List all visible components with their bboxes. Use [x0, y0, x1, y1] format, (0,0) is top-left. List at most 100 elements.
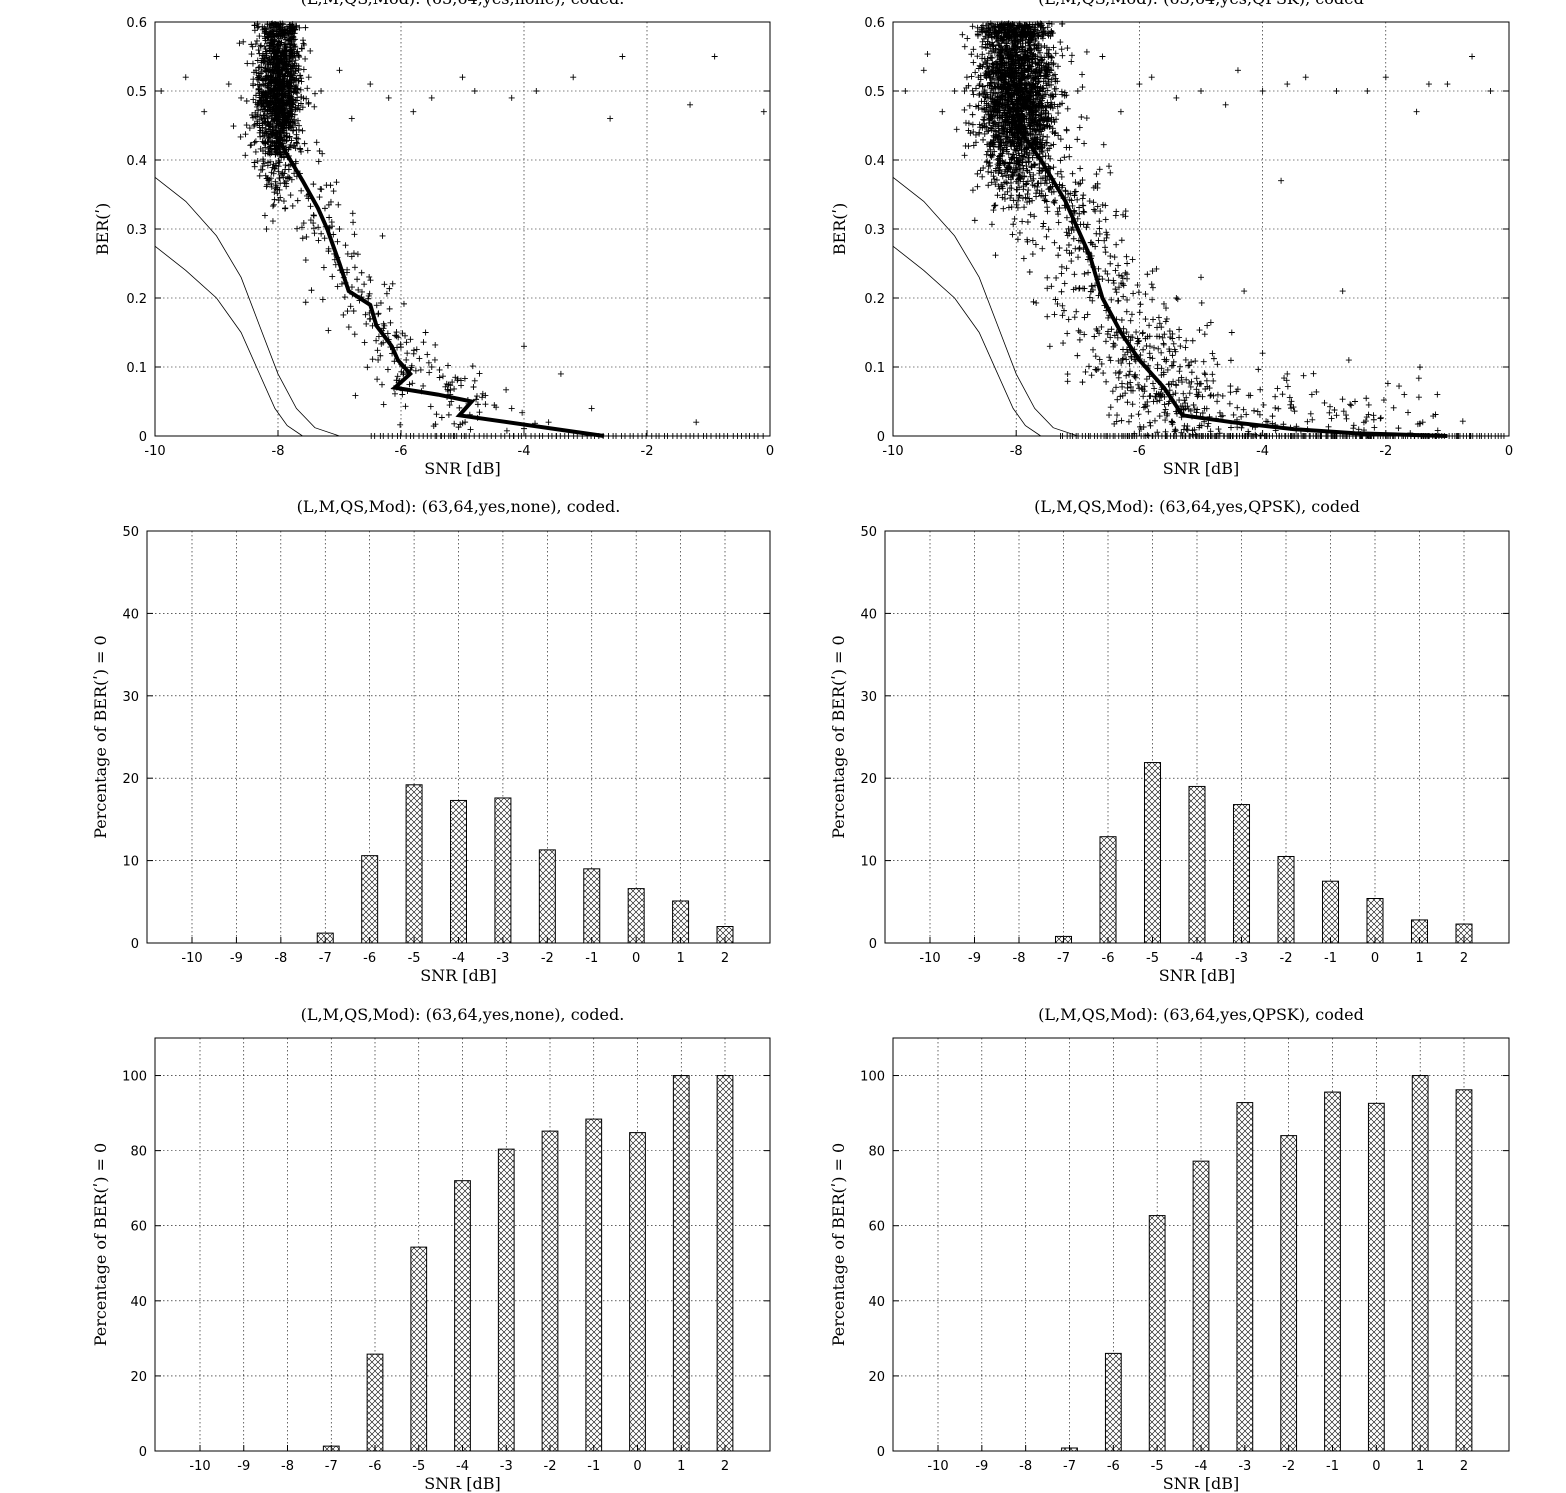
tail-point — [1139, 329, 1146, 336]
cloud-point — [296, 122, 303, 129]
tail-point — [282, 205, 289, 212]
cloud-point — [266, 104, 273, 111]
tail-point — [519, 409, 526, 416]
scatter-point — [1173, 94, 1180, 101]
cloud-point — [993, 28, 1000, 35]
tail-point — [1025, 159, 1032, 166]
cloud-point — [276, 76, 283, 83]
scatter-point — [1136, 81, 1143, 88]
tail-point — [321, 205, 328, 212]
cloud-point — [257, 127, 264, 134]
cloud-point — [1019, 37, 1026, 44]
tail-point — [446, 402, 453, 409]
tail-point — [1083, 224, 1090, 231]
cloud-point — [1031, 84, 1038, 91]
cloud-point — [978, 98, 985, 105]
cloud-point — [961, 106, 968, 113]
tail-point — [1183, 376, 1190, 383]
cloud-point — [959, 31, 966, 38]
tail-point — [469, 363, 476, 370]
tail-point — [1047, 155, 1054, 162]
tail-point — [1018, 143, 1025, 150]
tail-point — [316, 148, 323, 155]
tail-point — [1061, 154, 1068, 161]
cloud-point — [275, 103, 282, 110]
cloud-point — [271, 95, 278, 102]
cloud-point — [277, 42, 284, 49]
scatter-point — [570, 74, 577, 81]
tail-point — [1050, 141, 1057, 148]
cloud-point — [258, 101, 265, 108]
cloud-point — [1032, 95, 1039, 102]
tail-point — [1159, 334, 1166, 341]
tail-point — [1254, 408, 1261, 415]
cloud-point — [259, 115, 266, 122]
tail-point — [1188, 369, 1195, 376]
cloud-point — [1002, 44, 1009, 51]
cloud-point — [969, 87, 976, 94]
tail-point — [1152, 393, 1159, 400]
tail-point — [1109, 388, 1116, 395]
cloud-point — [250, 122, 257, 129]
tail-point — [1272, 404, 1279, 411]
cloud-point — [1044, 87, 1051, 94]
cloud-point — [992, 202, 999, 209]
cloud-point — [1000, 159, 1007, 166]
cloud-point — [294, 90, 301, 97]
tail-point — [1201, 370, 1208, 377]
tail-point — [1146, 322, 1153, 329]
tail-point — [398, 368, 405, 375]
tail-point — [1234, 424, 1241, 431]
tail-point — [1156, 397, 1163, 404]
tail-point — [375, 310, 382, 317]
cloud-point — [999, 152, 1006, 159]
cloud-point — [1048, 53, 1055, 60]
cloud-point — [262, 89, 269, 96]
cloud-point — [1006, 113, 1013, 120]
scatter-point — [244, 60, 251, 67]
cloud-point — [259, 23, 266, 30]
cloud-point — [998, 181, 1005, 188]
tail-point — [1142, 335, 1149, 342]
tail-point — [1033, 134, 1040, 141]
scatter-point — [348, 253, 355, 260]
cloud-point — [988, 21, 995, 28]
cloud-point — [1024, 62, 1031, 69]
tail-point — [1074, 215, 1081, 222]
tail-point — [1182, 344, 1189, 351]
cloud-point — [985, 25, 992, 32]
tail-point — [1169, 419, 1176, 426]
tail-point — [1240, 406, 1247, 413]
cloud-point — [1030, 175, 1037, 182]
scatter-point — [920, 67, 927, 74]
x-tick-label: -10 — [144, 444, 165, 459]
cloud-point — [285, 96, 292, 103]
tail-point — [1177, 363, 1184, 370]
tail-point — [1269, 413, 1276, 420]
cloud-point — [275, 158, 282, 165]
cloud-point — [977, 76, 984, 83]
tail-point — [1182, 400, 1189, 407]
cloud-point — [987, 107, 994, 114]
tail-point — [1416, 364, 1423, 371]
tail-point — [1390, 404, 1397, 411]
tail-point — [474, 401, 481, 408]
tail-point — [1102, 216, 1109, 223]
cloud-point — [991, 148, 998, 155]
tail-point — [436, 374, 443, 381]
cloud-point — [1042, 107, 1049, 114]
cloud-point — [280, 198, 287, 205]
tail-point — [1014, 84, 1021, 91]
tail-point — [393, 333, 400, 340]
tail-point — [374, 376, 381, 383]
cloud-point — [257, 133, 264, 140]
cloud-point — [1015, 150, 1022, 157]
cloud-point — [288, 68, 295, 75]
tail-point — [1116, 284, 1123, 291]
scatter-point — [588, 405, 595, 412]
tail-point — [1076, 285, 1083, 292]
scatter-point — [336, 67, 343, 74]
scatter-point — [404, 350, 411, 357]
tail-point — [1215, 426, 1222, 433]
tail-point — [1129, 401, 1136, 408]
